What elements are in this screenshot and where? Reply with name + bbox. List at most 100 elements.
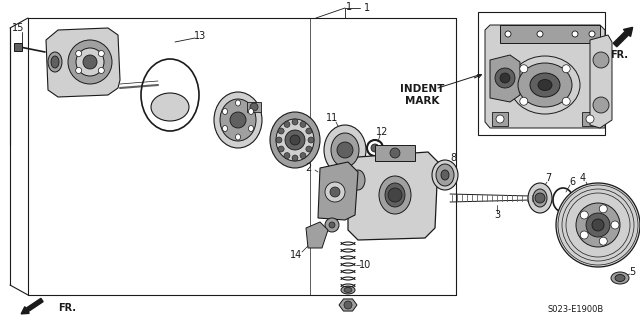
- Text: S023-E1900B: S023-E1900B: [548, 306, 604, 315]
- Circle shape: [284, 122, 290, 127]
- Circle shape: [276, 137, 282, 143]
- FancyArrow shape: [613, 27, 633, 47]
- Circle shape: [562, 65, 570, 73]
- Circle shape: [292, 119, 298, 125]
- Ellipse shape: [270, 112, 320, 168]
- Text: 10: 10: [359, 260, 371, 270]
- Circle shape: [250, 103, 258, 111]
- Text: 13: 13: [194, 31, 206, 41]
- Circle shape: [308, 137, 314, 143]
- Circle shape: [83, 55, 97, 69]
- Circle shape: [306, 128, 312, 134]
- Circle shape: [520, 65, 528, 73]
- Ellipse shape: [151, 93, 189, 121]
- Ellipse shape: [248, 108, 253, 115]
- Bar: [500, 25, 600, 43]
- Circle shape: [593, 52, 609, 68]
- Circle shape: [505, 31, 511, 37]
- Ellipse shape: [441, 170, 449, 180]
- Circle shape: [284, 152, 290, 159]
- Circle shape: [300, 122, 306, 127]
- Ellipse shape: [223, 108, 227, 115]
- Ellipse shape: [530, 73, 560, 97]
- Circle shape: [99, 50, 104, 56]
- Ellipse shape: [276, 119, 314, 161]
- Polygon shape: [590, 35, 612, 128]
- Ellipse shape: [48, 52, 62, 72]
- Polygon shape: [490, 55, 520, 102]
- Ellipse shape: [518, 63, 572, 107]
- Ellipse shape: [236, 134, 241, 140]
- Ellipse shape: [436, 164, 454, 186]
- Text: FR.: FR.: [610, 50, 628, 60]
- Circle shape: [520, 97, 528, 105]
- Circle shape: [611, 221, 619, 229]
- Bar: [14, 43, 22, 51]
- Circle shape: [535, 193, 545, 203]
- Text: 14: 14: [290, 250, 302, 260]
- Ellipse shape: [615, 275, 625, 281]
- Text: FR.: FR.: [58, 303, 76, 313]
- Ellipse shape: [324, 125, 366, 175]
- Circle shape: [278, 128, 284, 134]
- Bar: [247, 102, 261, 112]
- Ellipse shape: [220, 99, 256, 141]
- Ellipse shape: [351, 170, 365, 190]
- Circle shape: [580, 211, 588, 219]
- Ellipse shape: [341, 286, 355, 294]
- Text: INDENT
MARK: INDENT MARK: [400, 84, 444, 106]
- Circle shape: [292, 155, 298, 161]
- Polygon shape: [485, 25, 605, 128]
- FancyArrow shape: [21, 298, 43, 314]
- Text: 6: 6: [569, 177, 575, 187]
- Ellipse shape: [248, 125, 253, 131]
- Circle shape: [556, 183, 640, 267]
- Polygon shape: [306, 222, 328, 248]
- Circle shape: [562, 97, 570, 105]
- Circle shape: [537, 31, 543, 37]
- Bar: [478, 12, 605, 135]
- Circle shape: [330, 187, 340, 197]
- Text: 1: 1: [346, 2, 352, 12]
- Circle shape: [592, 219, 604, 231]
- Circle shape: [344, 301, 352, 309]
- Ellipse shape: [510, 56, 580, 114]
- Ellipse shape: [538, 79, 552, 91]
- Ellipse shape: [223, 125, 227, 131]
- Text: 5: 5: [629, 267, 635, 277]
- Circle shape: [593, 97, 609, 113]
- Circle shape: [576, 203, 620, 247]
- Text: 12: 12: [376, 127, 388, 137]
- Text: 2: 2: [305, 163, 311, 173]
- Circle shape: [290, 135, 300, 145]
- Ellipse shape: [528, 183, 552, 213]
- Ellipse shape: [331, 133, 359, 167]
- Ellipse shape: [51, 56, 59, 68]
- Ellipse shape: [344, 287, 352, 293]
- Polygon shape: [339, 299, 357, 311]
- Text: 4: 4: [580, 173, 586, 183]
- Circle shape: [76, 50, 82, 56]
- Circle shape: [599, 237, 607, 245]
- Ellipse shape: [379, 176, 411, 214]
- Circle shape: [390, 148, 400, 158]
- Circle shape: [371, 144, 379, 152]
- Polygon shape: [46, 28, 120, 97]
- Text: 3: 3: [494, 210, 500, 220]
- Circle shape: [337, 142, 353, 158]
- Circle shape: [388, 188, 402, 202]
- Circle shape: [586, 115, 594, 123]
- Circle shape: [68, 40, 112, 84]
- Bar: [492, 112, 508, 126]
- Ellipse shape: [385, 183, 405, 207]
- Circle shape: [329, 222, 335, 228]
- Ellipse shape: [214, 92, 262, 148]
- Bar: [375, 145, 415, 161]
- Circle shape: [325, 182, 345, 202]
- Bar: [582, 112, 598, 126]
- Circle shape: [99, 68, 104, 73]
- Text: 1: 1: [364, 3, 370, 13]
- Polygon shape: [318, 162, 358, 220]
- Circle shape: [586, 213, 610, 237]
- Circle shape: [599, 205, 607, 213]
